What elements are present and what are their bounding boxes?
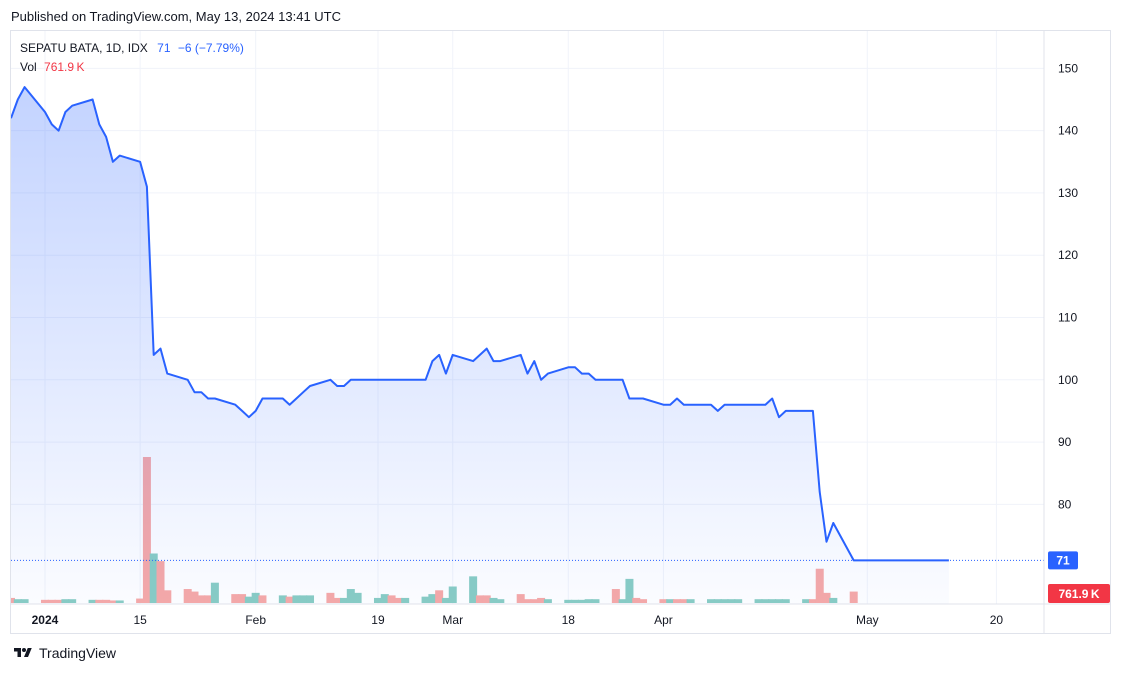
price-line bbox=[11, 86, 949, 562]
legend-symbol: SEPATU BATA, 1D, IDX bbox=[20, 41, 148, 55]
last-price-badge-label: 71 bbox=[1056, 553, 1070, 567]
price-tick-label: 110 bbox=[1058, 311, 1077, 325]
legend-volume-value: 761.9 K bbox=[44, 60, 85, 74]
time-tick-label: 18 bbox=[562, 613, 576, 627]
time-tick-label: May bbox=[856, 613, 879, 627]
last-price-badge bbox=[1048, 551, 1078, 570]
time-tick-label: Apr bbox=[654, 613, 673, 627]
price-tick-label: 120 bbox=[1058, 248, 1078, 262]
time-axis[interactable]: 2024 15 Feb 19 Mar 18 Apr May 20 bbox=[32, 613, 1004, 627]
legend: SEPATU BATA, 1D, IDX 71 −6 (−7.79%) Vol … bbox=[20, 39, 244, 77]
legend-last-price: 71 bbox=[157, 41, 171, 55]
time-tick-label: 2024 bbox=[32, 613, 59, 627]
chart-frame bbox=[10, 30, 1111, 634]
tradingview-brand-text: TradingView bbox=[39, 645, 117, 661]
time-tick-label: Feb bbox=[245, 613, 266, 627]
time-tick-label: 20 bbox=[990, 613, 1004, 627]
axis-badges: 71 761.9 K bbox=[1048, 551, 1110, 603]
price-tick-label: 100 bbox=[1058, 373, 1078, 387]
legend-price-row: SEPATU BATA, 1D, IDX 71 −6 (−7.79%) bbox=[20, 39, 244, 58]
price-axis[interactable]: 80 90 100 110 120 130 140 150 bbox=[1058, 61, 1078, 511]
price-area bbox=[11, 86, 949, 604]
time-tick-label: 15 bbox=[133, 613, 147, 627]
tradingview-brand[interactable]: TradingView bbox=[12, 645, 116, 661]
tradingview-logo-icon bbox=[14, 648, 32, 657]
time-tick-label: 19 bbox=[371, 613, 385, 627]
volume-badge-label: 761.9 K bbox=[1058, 587, 1099, 601]
price-tick-label: 130 bbox=[1058, 186, 1078, 200]
price-tick-label: 80 bbox=[1058, 497, 1072, 511]
price-tick-label: 150 bbox=[1058, 61, 1078, 75]
price-area-fill bbox=[11, 87, 949, 604]
price-tick-label: 140 bbox=[1058, 124, 1078, 138]
legend-volume-label: Vol bbox=[20, 60, 37, 74]
legend-change: −6 (−7.79%) bbox=[177, 41, 244, 55]
legend-volume-row: Vol 761.9 K bbox=[20, 58, 244, 77]
price-tick-label: 90 bbox=[1058, 435, 1072, 449]
time-tick-label: Mar bbox=[442, 613, 463, 627]
published-caption: Published on TradingView.com, May 13, 20… bbox=[11, 9, 342, 24]
volume-badge bbox=[1048, 584, 1110, 603]
